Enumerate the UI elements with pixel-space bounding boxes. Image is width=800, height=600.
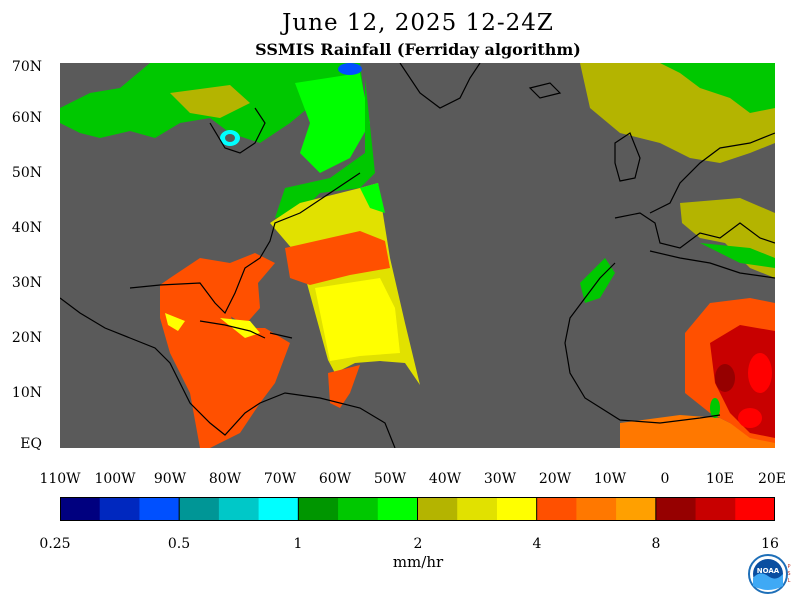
rain-spot-hudson-core (225, 134, 235, 142)
rain-region-mediterranean-green (700, 243, 775, 268)
color-swatch-15 (655, 497, 697, 521)
coastline-greenland (399, 63, 481, 109)
coastlines (60, 63, 775, 448)
lat-label-70n: 70N (11, 59, 42, 75)
colorbar-tick-8: 8 (651, 536, 661, 552)
color-bar-border (60, 497, 775, 521)
coastline-iberia-mediterranean (614, 212, 775, 249)
colorbar-units: mm/hr (392, 553, 444, 571)
colorbar-tick-0-25: 0.25 (39, 536, 71, 552)
lon-label-30w: 30W (483, 471, 517, 487)
map-subtitle: SSMIS Rainfall (Ferriday algorithm) (255, 40, 581, 59)
color-swatch-2 (139, 497, 180, 521)
rain-cell-africa-d (710, 398, 720, 418)
rain-cell-africa-c (738, 408, 762, 428)
satellite-swath-bright (315, 278, 400, 361)
rain-region-south-atlantic (328, 365, 360, 408)
rain-region-scandinavia (660, 63, 775, 113)
lon-label-110w: 110W (39, 471, 81, 487)
coastline-africa-north (649, 250, 775, 279)
coastline-hudson-bay (209, 107, 266, 154)
svg-text:P: P (787, 564, 790, 570)
coastline-us-atlantic (129, 172, 361, 315)
lat-label-40n: 40N (11, 220, 42, 236)
color-swatch-3 (179, 497, 220, 521)
rain-region-canada-mid (170, 85, 250, 118)
lon-label-100w: 100W (94, 471, 136, 487)
color-swatch-1 (99, 497, 140, 521)
lat-label-50n: 50N (11, 165, 42, 181)
color-swatch-4 (218, 497, 260, 521)
colorbar-tick-16: 16 (761, 536, 779, 552)
color-swatch-7 (338, 497, 379, 521)
map-title: June 12, 2025 12-24Z (282, 10, 554, 36)
coastline-hispaniola (269, 332, 293, 339)
coastline-iceland (528, 82, 562, 99)
rain-region-gulf-yellow (165, 313, 185, 331)
noaa-logo: NOAA P S L (748, 552, 792, 596)
svg-text:NOAA: NOAA (757, 567, 780, 575)
lat-label-20n: 20N (11, 330, 42, 346)
rain-region-gulf (160, 285, 290, 448)
lon-label-50w: 50W (373, 471, 407, 487)
color-swatch-14 (616, 497, 657, 521)
rainfall-map-canvas (60, 63, 775, 448)
lat-label-10n: 10N (11, 385, 42, 401)
lat-label-60n: 60N (11, 110, 42, 126)
lon-label-80w: 80W (208, 471, 242, 487)
color-swatch-11 (496, 497, 538, 521)
lon-label-10w: 10W (593, 471, 627, 487)
color-bar (60, 497, 775, 521)
rain-cell-africa-a (748, 353, 772, 393)
satellite-swath-orange (285, 231, 390, 285)
coastline-north-america-east (60, 297, 396, 448)
rainfall-map (60, 63, 775, 448)
coastline-africa-west (564, 262, 721, 424)
color-swatch-17 (735, 497, 775, 521)
lat-label-30n: 30N (11, 275, 42, 291)
color-swatch-9 (417, 497, 458, 521)
lon-label-10e: 10E (705, 471, 735, 487)
color-swatch-16 (695, 497, 736, 521)
colorbar-tick-0-5: 0.5 (167, 536, 191, 552)
svg-text:S: S (787, 571, 790, 577)
lon-label-40w: 40W (428, 471, 462, 487)
colorbar-tick-4: 4 (532, 536, 542, 552)
lon-label-60w: 60W (318, 471, 352, 487)
color-swatch-10 (457, 497, 498, 521)
satellite-swath-green-east (360, 183, 385, 213)
color-swatch-6 (298, 497, 339, 521)
lat-label-eq: EQ (20, 436, 42, 452)
coastline-cuba (199, 320, 266, 339)
noaa-logo-icon: NOAA P S L (748, 554, 791, 594)
coastline-europe-west (649, 132, 775, 214)
lon-label-20e: 20E (757, 471, 787, 487)
lon-label-0: 0 (660, 471, 670, 487)
lon-label-20w: 20W (538, 471, 572, 487)
color-bar-swatches (60, 497, 775, 521)
svg-text:L: L (788, 578, 791, 584)
colorbar-tick-2: 2 (413, 536, 423, 552)
color-swatch-13 (576, 497, 617, 521)
rain-spot-north (338, 63, 362, 75)
colorbar-tick-1: 1 (293, 536, 303, 552)
color-swatch-0 (60, 497, 101, 521)
lon-label-90w: 90W (153, 471, 187, 487)
color-swatch-8 (377, 497, 418, 521)
satellite-swath-north (275, 78, 375, 218)
color-swatch-12 (536, 497, 577, 521)
rain-cell-africa-b (715, 364, 735, 392)
rain-region-labrador (295, 73, 370, 173)
color-swatch-5 (258, 497, 299, 521)
coastline-british-isles (614, 132, 641, 182)
lon-label-70w: 70W (263, 471, 297, 487)
